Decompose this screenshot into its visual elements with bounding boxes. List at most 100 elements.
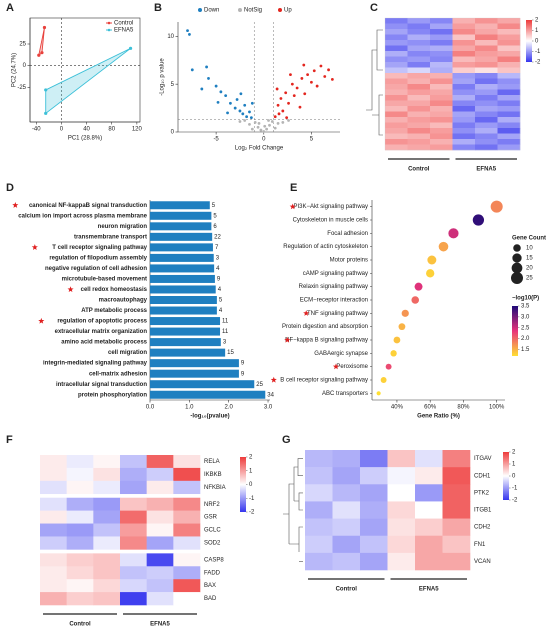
heatmap-cell [475, 95, 498, 101]
heatmap-cell [497, 62, 521, 68]
heatmap-cell [415, 535, 443, 554]
category-label: Regulation of actin cytoskeleton [283, 244, 368, 250]
heatmap-cell [497, 89, 521, 96]
size-legend-mark [511, 262, 523, 274]
point [248, 110, 251, 114]
point [300, 77, 304, 80]
heatmap-cell [430, 89, 453, 96]
heatmap-cell [385, 34, 408, 41]
y-axis-label: -Log₁₀ p value [160, 58, 166, 96]
heatmap-cell [452, 100, 476, 107]
heatmap-cell [120, 523, 147, 537]
point [267, 119, 270, 122]
heatmap-cell [385, 111, 408, 118]
point [44, 111, 48, 115]
heatmap-cell [173, 455, 201, 469]
category-label: Peroxisome [336, 364, 368, 370]
category-label: ATP metabolic process [81, 308, 147, 314]
size-legend-mark [511, 272, 523, 284]
legend-title: −log10(P) [512, 296, 539, 302]
heatmap-cell [385, 100, 408, 107]
point [248, 122, 251, 126]
heatmap-cell [430, 78, 453, 85]
heatmap-cell [173, 510, 201, 524]
heatmap-cell [497, 29, 521, 35]
heatmap-cell [475, 62, 498, 68]
heatmap-cell [173, 480, 201, 495]
row-label: CASP8 [204, 557, 224, 563]
point [44, 88, 48, 92]
heatmap-cell [442, 484, 471, 502]
point [276, 103, 280, 107]
bubble [426, 269, 435, 278]
point [298, 105, 302, 109]
point [207, 77, 210, 80]
heatmap-cell [475, 73, 498, 79]
bar [150, 201, 210, 210]
heatmap-cell [497, 18, 521, 24]
x-axis-label: -log₁₀(pvalue) [190, 414, 229, 420]
legend-label: NotSig [244, 8, 262, 14]
heatmap-cell [442, 450, 471, 468]
count-label: 9 [217, 277, 221, 283]
bar [150, 327, 221, 336]
x-tick-label: 5 [310, 137, 314, 143]
point [253, 121, 257, 124]
heatmap-cell [387, 552, 416, 571]
heatmap-cell [146, 592, 174, 606]
heatmap-cell [430, 45, 453, 52]
category-label: TNF signaling pathway [307, 311, 368, 317]
legend-label: EFNA5 [114, 28, 134, 34]
colorbar-label: 2 [535, 18, 539, 24]
heatmap-cell [430, 23, 453, 30]
x-axis-label: Gene Ratio (%) [417, 414, 460, 420]
heatmap-cell [173, 553, 201, 567]
category-label: GABAergic synapse [314, 351, 368, 357]
heatmap-cell [305, 552, 333, 571]
panel-letter: C [370, 2, 378, 14]
heatmap-cell [452, 40, 476, 46]
heatmap-cell [497, 139, 521, 145]
heatmap-cell [120, 592, 147, 606]
panel-letter: B [154, 2, 162, 14]
point [268, 123, 271, 127]
legend-label: Control [114, 21, 133, 27]
point [186, 29, 189, 33]
group-hull [45, 47, 131, 115]
heatmap-cell [407, 106, 431, 112]
legend-swatch [278, 8, 282, 12]
colorbar [512, 306, 518, 356]
heatmap-cell [415, 552, 443, 571]
heatmap-cell [497, 128, 521, 134]
heatmap-cell [66, 592, 94, 606]
group-label: EFNA5 [476, 167, 496, 173]
size-legend-mark [512, 253, 522, 263]
heatmap-cell [385, 139, 408, 145]
heatmap-cell [430, 139, 453, 145]
point [292, 94, 296, 98]
heatmap-cell [407, 73, 431, 79]
heatmap-cell [407, 117, 431, 123]
heatmap-cell [452, 56, 476, 63]
y-tick-label: 0 [23, 63, 27, 69]
count-label: 4 [216, 266, 220, 272]
point [285, 116, 289, 120]
row-label: GSR [204, 515, 218, 521]
heatmap-cell [415, 501, 443, 519]
heatmap-cell [332, 535, 361, 554]
heatmap-cell [385, 23, 408, 30]
heatmap-cell [66, 480, 94, 495]
heatmap-cell [430, 122, 453, 129]
point [275, 87, 279, 91]
size-legend-label: 15 [526, 256, 533, 262]
category-label: PI3K−Akt signaling pathway [293, 204, 368, 210]
heatmap-cell [120, 497, 147, 511]
point [238, 109, 242, 113]
heatmap-cell [40, 566, 67, 580]
panel-letter: F [6, 434, 13, 446]
bar [150, 232, 213, 241]
heatmap-cell [146, 523, 174, 537]
heatmap-cell [430, 84, 453, 90]
category-label: intracellular signal transduction [56, 382, 147, 388]
count-label: 7 [215, 245, 219, 251]
